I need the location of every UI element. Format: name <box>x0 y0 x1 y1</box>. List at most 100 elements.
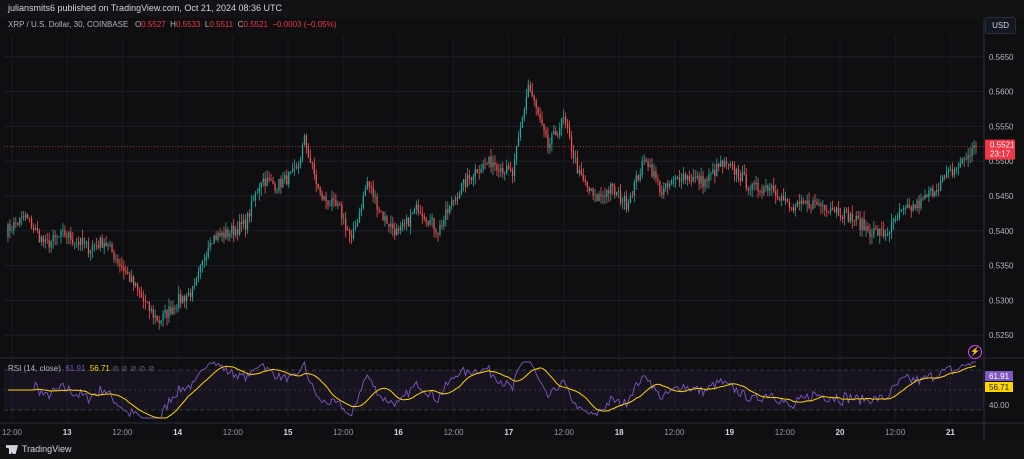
candle-body <box>810 207 812 209</box>
candle-body <box>378 209 380 211</box>
price-tag-value: 0.5521 <box>990 141 1015 150</box>
candle-body <box>843 209 846 219</box>
candle-body <box>103 242 105 248</box>
candle-body <box>568 127 571 137</box>
candle-body <box>531 91 533 97</box>
candle-body <box>394 228 396 236</box>
candle-body <box>692 177 694 182</box>
candle-body <box>443 219 445 227</box>
candle-body <box>105 242 107 246</box>
candle-body <box>702 175 704 188</box>
candle-body <box>400 226 402 231</box>
flash-icon[interactable]: ⚡ <box>968 345 982 359</box>
candle-body <box>539 114 541 120</box>
candle-body <box>670 180 673 185</box>
candle-body <box>665 183 667 189</box>
candle-body <box>908 204 910 207</box>
tradingview-logo-icon <box>6 445 18 455</box>
tradingview-brand: TradingView <box>6 444 72 455</box>
candle-body <box>264 178 266 186</box>
candle-body <box>52 235 54 242</box>
candle-body <box>66 235 68 238</box>
price-chart[interactable]: 0.5650 0.5600 0.5550 0.5500 0.5450 0.5400 0.53… <box>0 0 1024 440</box>
candle-body <box>54 235 56 238</box>
candle-body <box>722 160 724 167</box>
candle-body <box>832 208 834 210</box>
candle-body <box>521 117 524 128</box>
candle-body <box>812 200 814 209</box>
candle-body <box>555 130 557 136</box>
candle-body <box>325 195 327 202</box>
candle-body <box>696 175 698 178</box>
candle-body <box>853 220 855 222</box>
high-value: 0.5533 <box>175 20 201 29</box>
candle-body <box>871 235 873 237</box>
candle-body <box>755 182 757 185</box>
symbol-legend: XRP / U.S. Dollar, 30, COINBASE O0.5527 … <box>8 20 336 29</box>
candle-body <box>134 283 137 286</box>
candle-body <box>248 213 251 217</box>
candle-body <box>176 307 178 309</box>
candle-body <box>164 310 166 314</box>
candle-body <box>309 157 312 163</box>
candle-body <box>600 194 602 197</box>
candle-body <box>217 232 219 240</box>
candle-body <box>380 210 382 212</box>
candle-body <box>757 182 759 191</box>
candle-body <box>788 202 791 208</box>
candle-body <box>358 212 361 223</box>
candle-body <box>773 185 775 192</box>
candle-body <box>761 191 763 194</box>
candle-body <box>557 135 559 136</box>
candle-body <box>286 175 288 185</box>
candle-body <box>676 177 679 179</box>
candle-body <box>174 307 176 309</box>
rsi-value: 61.91 <box>65 364 86 373</box>
candle-body <box>32 228 35 230</box>
candle-body <box>859 218 861 230</box>
candle-body <box>138 289 141 293</box>
candle-body <box>439 224 441 235</box>
candle-body <box>160 320 162 324</box>
candle-body <box>409 214 412 227</box>
candle-body <box>965 158 967 160</box>
candle-body <box>800 200 802 204</box>
close-value: 0.5521 <box>243 20 268 29</box>
candle-body <box>290 171 292 173</box>
candle-body <box>125 271 127 272</box>
candle-body <box>246 213 249 230</box>
rsi-settings-icon[interactable]: ⊘ ⊘ ⊘ ⊘ ⊘ <box>112 364 155 373</box>
candle-body <box>297 164 300 169</box>
candle-body <box>639 174 641 180</box>
candle-body <box>963 158 965 160</box>
candle-body <box>292 168 294 172</box>
candle-body <box>295 167 298 169</box>
candle-body <box>631 195 634 196</box>
candle-body <box>335 199 337 206</box>
candle-body <box>435 229 437 233</box>
candle-body <box>498 170 500 172</box>
candle-body <box>317 183 319 188</box>
candle-body <box>70 232 72 240</box>
candle-body <box>940 181 942 191</box>
x-tick-label: 18 <box>615 428 624 437</box>
candle-body <box>146 301 149 303</box>
candle-body <box>256 192 258 194</box>
candle-body <box>327 201 329 206</box>
candle-body <box>563 116 565 119</box>
x-tick-label: 12:00 <box>775 428 796 437</box>
candle-body <box>537 107 539 115</box>
candle-body <box>488 156 490 165</box>
candle-body <box>617 191 620 193</box>
candle-body <box>407 217 410 227</box>
candle-body <box>11 230 13 232</box>
candle-body <box>902 208 904 210</box>
currency-button[interactable]: USD <box>985 17 1016 34</box>
candle-body <box>382 211 384 221</box>
price-tag-countdown: 23:17 <box>990 150 1011 159</box>
candle-body <box>967 155 969 159</box>
candle-body <box>250 201 253 217</box>
candle-body <box>586 181 588 187</box>
candle-body <box>187 292 190 296</box>
candle-body <box>427 221 429 225</box>
